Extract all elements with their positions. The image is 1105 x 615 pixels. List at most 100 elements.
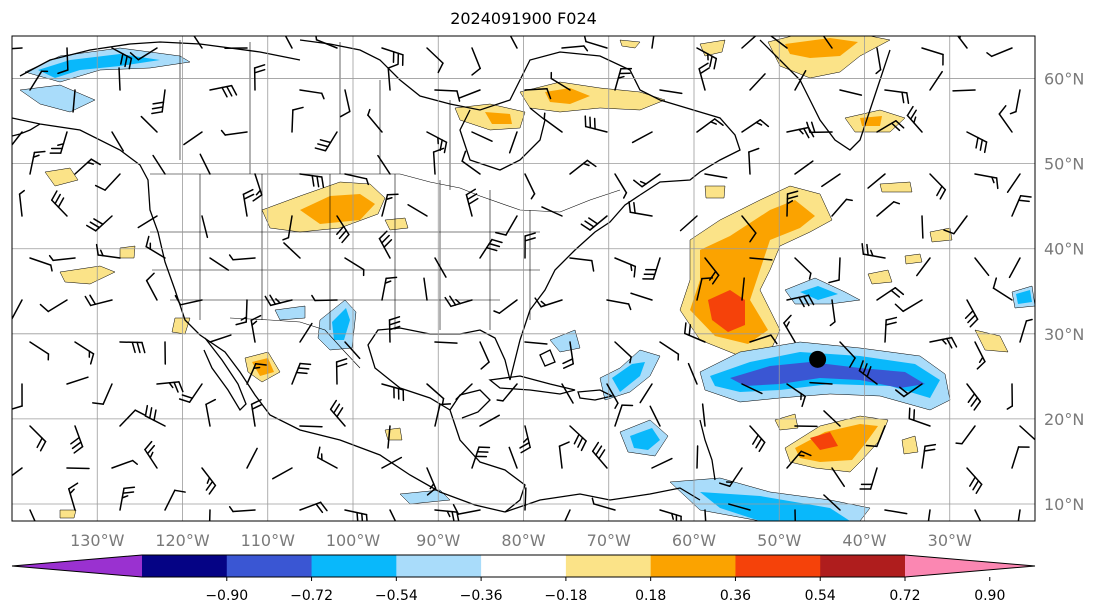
wind-barb [49,131,68,154]
shade-pos-smallE [974,329,1009,353]
wind-barb [649,405,661,427]
anomaly-shading [19,36,1035,521]
coast-gulf [367,194,641,513]
wind-barb [95,243,121,259]
lon-label: 100°W [326,531,381,550]
wind-barb [921,215,924,239]
wind-barb [861,243,886,259]
wind-barb [68,482,79,511]
wind-barb [339,89,351,118]
shade-pos-west3 [171,317,191,335]
wind-barb [228,254,256,261]
wind-barb [614,341,632,364]
wind-barb [444,295,473,308]
wind-barb [839,341,856,368]
wind-barb [74,158,101,175]
coast-lesser-antilles [699,419,716,481]
wind-barb [1019,425,1035,441]
wind-barb [151,89,166,115]
wind-barb [828,257,841,284]
lon-label: 50°W [757,531,801,550]
wind-barb [1008,257,1021,279]
wind-barb [66,376,89,385]
wind-barb [72,89,76,113]
wind-barb [859,467,878,490]
wind-barb [875,47,882,75]
wind-barb [741,119,770,133]
coast-hispaniola [577,389,614,401]
wind-barb [283,242,301,259]
wind-barb [783,314,796,343]
shade-pos-west2 [59,265,116,285]
wind-barb [651,457,673,469]
wind-barb [344,341,361,360]
wind-barb [534,297,563,308]
border-canada-prov [249,42,451,190]
wind-barb [633,173,661,188]
wind-barb [174,294,203,306]
wind-barb [461,150,481,175]
shade-pos-labsea-core [485,112,512,124]
wind-barb [614,404,634,427]
wind-barb [118,67,121,91]
colorbar-tick-label: 0.36 [720,588,751,604]
wind-barb [659,509,682,521]
wind-barb [246,363,267,385]
shade-pos-smallF [904,253,923,265]
wind-barb [659,341,680,361]
shade-pos-smallA [774,413,799,431]
wind-barb [606,299,632,311]
lat-label: 30°N [1044,325,1084,344]
shade-pos-smallB [901,435,919,455]
shade-neg-mid-core [800,286,838,300]
wind-barb [524,232,536,259]
colorbar-tick-label: −0.90 [205,588,248,604]
wind-barb [29,509,36,521]
wind-barb [111,47,133,70]
wind-barb [426,47,444,74]
wind-barb [821,173,841,188]
wind-barb [786,190,799,217]
wind-barb [471,446,491,469]
wind-barb [18,189,25,217]
wind-barb [164,489,186,511]
wind-barb [29,257,53,272]
shade-neg-east-core [1016,290,1032,304]
wind-barb [29,341,50,361]
coast-ne [299,39,741,196]
wind-barb [921,443,937,469]
wind-barb [580,215,608,231]
lat-label: 50°N [1044,155,1084,174]
lon-label: 90°W [416,531,460,550]
wind-barb [111,131,124,152]
wind-barb [986,47,1013,58]
wind-barb [329,399,346,427]
wind-barb [479,238,503,259]
graticule [12,36,1035,521]
wind-barb [495,215,518,236]
wind-barb [1006,383,1014,410]
wind-barb [407,204,428,217]
lat-label: 40°N [1044,240,1084,259]
wind-barb [152,154,166,175]
wind-barb [344,173,370,186]
shade-neg-alaska2 [19,84,96,113]
wind-barb [291,362,312,385]
coast-alaska-penin [12,123,41,137]
wind-barb [1009,89,1021,115]
wind-barb [311,294,338,302]
shade-pos-smallJ [879,181,913,193]
wind-barb [205,398,217,427]
wind-barb [696,277,714,301]
lon-label: 130°W [70,531,125,550]
wind-barb [786,450,812,469]
wind-barb [119,409,146,427]
lon-label: 30°W [928,531,972,550]
wind-barb [749,334,778,345]
wind-barb [1011,195,1032,217]
shade-neg-carib-core [612,362,645,392]
shade-pos-smallI [119,245,136,259]
wind-barb [884,316,898,343]
wind-barb [929,173,947,200]
wind-barb [508,446,518,469]
